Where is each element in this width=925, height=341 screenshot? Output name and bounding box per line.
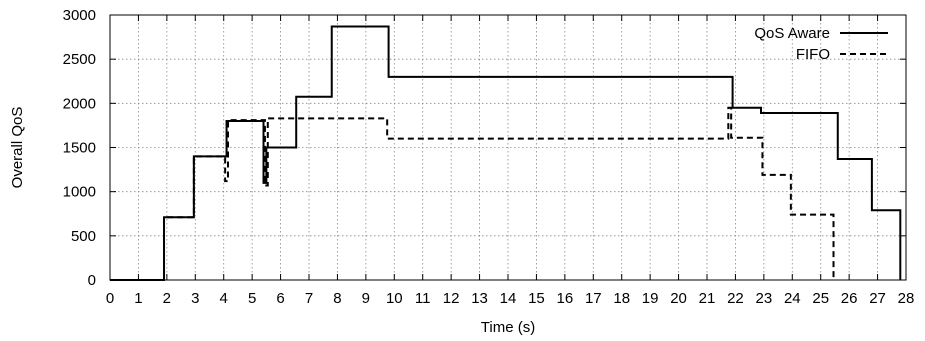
series-lines — [110, 25, 902, 281]
x-tick-label: 0 — [106, 290, 114, 307]
x-tick-label: 18 — [613, 290, 630, 307]
series-line-2 — [110, 106, 835, 281]
y-axis-title: Overall QoS — [9, 107, 26, 189]
x-axis-title: Time (s) — [481, 319, 535, 336]
grid-lines — [110, 15, 906, 280]
x-tick-label: 4 — [220, 290, 228, 307]
x-tick-labels: 0 1 2 3 4 5 6 7 8 9 10 11 12 13 14 15 16 17 18 19 20 21 22 23 24… — [106, 290, 915, 307]
x-tick-label: 10 — [386, 290, 403, 307]
x-tick-label: 3 — [191, 290, 199, 307]
legend-label-1: QoS Aware — [754, 25, 830, 42]
y-tick-label: 500 — [71, 228, 96, 245]
x-tick-label: 28 — [898, 290, 915, 307]
x-tick-label: 15 — [528, 290, 545, 307]
x-tick-label: 25 — [812, 290, 829, 307]
y-tick-label: 0 — [88, 272, 96, 289]
axis-ticks — [109, 14, 907, 281]
x-tick-label: 5 — [248, 290, 256, 307]
x-tick-label: 12 — [443, 290, 460, 307]
x-tick-label: 11 — [415, 290, 431, 307]
x-tick-label: 1 — [134, 290, 142, 307]
x-tick-label: 14 — [500, 290, 517, 307]
x-tick-label: 23 — [756, 290, 773, 307]
x-tick-label: 7 — [305, 290, 313, 307]
y-tick-label: 2000 — [63, 95, 96, 112]
x-tick-label: 16 — [557, 290, 574, 307]
x-tick-label: 21 — [699, 290, 716, 307]
legend-label-2: FIFO — [796, 46, 830, 63]
plot-frame — [109, 14, 907, 281]
x-tick-label: 22 — [727, 290, 744, 307]
x-tick-label: 20 — [670, 290, 687, 307]
x-tick-label: 26 — [841, 290, 858, 307]
x-tick-label: 6 — [276, 290, 284, 307]
x-tick-label: 24 — [784, 290, 801, 307]
y-tick-labels: 0 500 1000 1500 2000 2500 3000 — [63, 7, 96, 289]
y-tick-label: 1500 — [63, 140, 96, 157]
series-line-1 — [110, 25, 902, 281]
legend: QoS Aware FIFO — [754, 25, 888, 63]
x-tick-label: 27 — [869, 290, 886, 307]
x-tick-label: 2 — [163, 290, 171, 307]
y-tick-label: 2500 — [63, 51, 96, 68]
x-tick-label: 8 — [333, 290, 341, 307]
x-tick-label: 19 — [642, 290, 659, 307]
y-tick-label: 3000 — [63, 7, 96, 24]
x-tick-label: 17 — [585, 290, 602, 307]
y-tick-label: 1000 — [63, 184, 96, 201]
x-tick-label: 13 — [471, 290, 488, 307]
x-tick-label: 9 — [362, 290, 370, 307]
